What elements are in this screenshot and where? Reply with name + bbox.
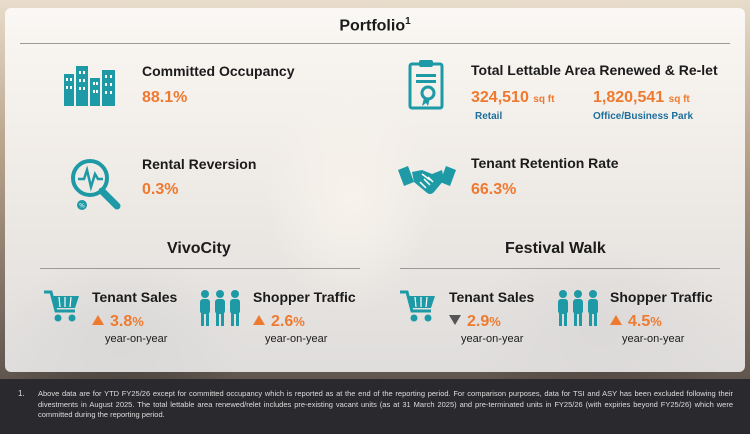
office-area-unit: sq ft: [668, 94, 690, 105]
rental-reversion-value: 0.3%: [142, 181, 179, 198]
footnote-number: 1.: [18, 389, 25, 398]
committed-occupancy-value: 88.1%: [142, 89, 188, 106]
festival-walk-title: Festival Walk: [505, 240, 606, 257]
portfolio-title: Portfolio1: [339, 16, 411, 35]
people-group-icon: [558, 290, 598, 326]
festival-walk-shopper-traffic-value: 4.5%: [610, 313, 662, 331]
increase-arrow-icon: [253, 315, 265, 325]
vivocity-shopper-traffic-value: 2.6%: [253, 313, 305, 331]
people-group-icon: [200, 290, 240, 326]
festival-walk-tenant-sales-value: 2.9%: [449, 313, 501, 331]
shopping-cart-icon: [44, 290, 79, 322]
retail-area-unit: sq ft: [533, 94, 555, 105]
retail-area-value: 324,510 sq ft: [471, 89, 555, 106]
office-area-value: 1,820,541 sq ft: [593, 89, 690, 106]
increase-arrow-icon: [610, 315, 622, 325]
vivocity-tenant-sales-label: Tenant Sales: [92, 289, 178, 305]
committed-occupancy-label: Committed Occupancy: [142, 63, 295, 79]
tenant-retention-value: 66.3%: [471, 181, 517, 198]
magnifier-pulse-icon: %: [71, 159, 121, 210]
certificate-icon: [408, 60, 444, 110]
festival-walk-tenant-sales-note: year-on-year: [461, 333, 524, 345]
svg-text:%: %: [79, 203, 85, 210]
footnote-bar: [0, 379, 750, 434]
vivocity-shopper-traffic-label: Shopper Traffic: [253, 289, 356, 305]
vivocity-tenant-sales-value: 3.8%: [92, 313, 144, 331]
content-panel: [5, 8, 745, 372]
retail-sublabel: Retail: [475, 111, 503, 122]
tenant-retention-label: Tenant Retention Rate: [471, 155, 619, 171]
shopping-cart-icon: [400, 290, 435, 322]
festival-walk-shopper-traffic-label: Shopper Traffic: [610, 289, 713, 305]
increase-arrow-icon: [92, 315, 104, 325]
total-lettable-area-label: Total Lettable Area Renewed & Re-let: [471, 62, 718, 78]
footnote-text: Above data are for YTD FY25/26 except fo…: [38, 389, 733, 419]
vivocity-shopper-traffic-note: year-on-year: [265, 333, 328, 345]
vivocity-title: VivoCity: [167, 240, 231, 257]
festival-walk-shopper-traffic-note: year-on-year: [622, 333, 685, 345]
festival-walk-divider: [400, 268, 720, 269]
festival-walk-tenant-sales-label: Tenant Sales: [449, 289, 535, 305]
portfolio-divider: [20, 43, 730, 44]
rental-reversion-label: Rental Reversion: [142, 156, 257, 172]
decrease-arrow-icon: [449, 315, 461, 325]
office-sublabel: Office/Business Park: [593, 111, 694, 122]
vivocity-divider: [40, 268, 360, 269]
buildings-icon: [64, 66, 115, 106]
handshake-icon: [398, 166, 456, 194]
vivocity-tenant-sales-note: year-on-year: [105, 333, 168, 345]
